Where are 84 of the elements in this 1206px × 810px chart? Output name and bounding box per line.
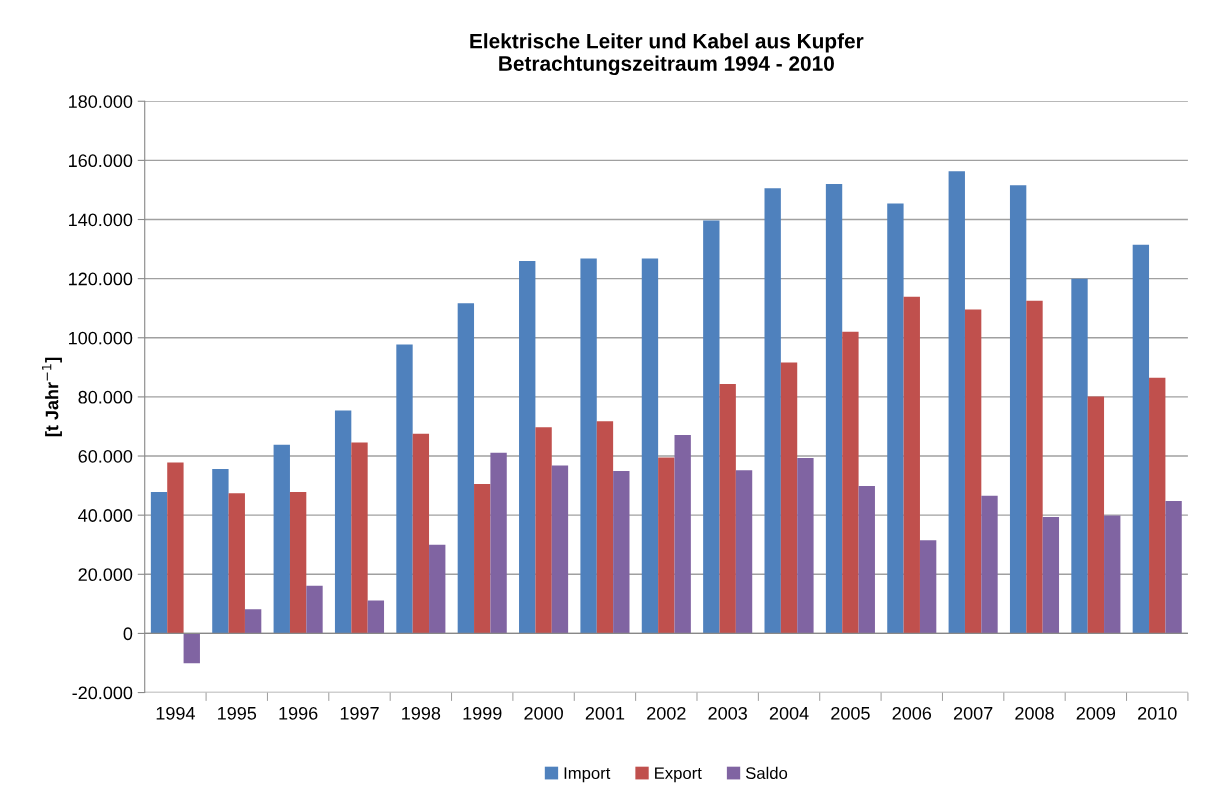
bar <box>780 362 798 634</box>
bar <box>1042 516 1060 634</box>
x-tick-label: 2000 <box>524 706 563 720</box>
bar <box>535 427 552 634</box>
bar <box>351 442 368 634</box>
bar <box>613 471 630 634</box>
bar <box>658 457 675 634</box>
bar <box>244 609 262 634</box>
bar <box>580 258 597 634</box>
bar <box>367 600 385 634</box>
bar <box>1104 515 1121 634</box>
bar <box>919 540 937 634</box>
y-tick-label: 120.000 <box>69 272 133 286</box>
bar <box>948 171 965 634</box>
x-tick-label: 1996 <box>279 706 318 720</box>
bar <box>457 303 475 634</box>
bar <box>735 470 753 634</box>
bar <box>797 458 814 634</box>
bar <box>981 495 998 634</box>
legend-label: Export <box>655 767 702 783</box>
y-tick-label: 180.000 <box>69 95 133 108</box>
bar <box>1165 500 1182 634</box>
y-tick-label: 40.000 <box>78 509 133 522</box>
bar <box>334 410 352 634</box>
bar <box>903 296 920 634</box>
bar <box>412 433 430 634</box>
bar <box>306 585 323 634</box>
legend-label: Saldo <box>745 766 788 780</box>
x-tick-label: 2008 <box>1015 706 1054 720</box>
chart-title: Elektrische Leiter und Kabel aus Kupfer Betrachtungszeitraum 1994 - 2010 <box>470 33 864 76</box>
x-tick-label: 2001 <box>585 706 625 720</box>
bar <box>1087 396 1105 634</box>
bar <box>764 188 781 634</box>
legend-label: Import <box>564 767 611 783</box>
bar <box>825 184 843 634</box>
x-tick-label: 1995 <box>218 706 257 720</box>
bar <box>1026 300 1043 634</box>
bar <box>596 421 614 634</box>
x-tick-label: 2002 <box>647 706 686 720</box>
x-tick-label: 2009 <box>1076 706 1116 720</box>
y-tick-label: 100.000 <box>69 331 133 345</box>
y-tick-label: 0 <box>123 627 133 641</box>
y-tick-label: 80.000 <box>78 390 133 404</box>
x-tick-label: 2004 <box>769 706 809 720</box>
x-tick-label: 2005 <box>831 706 870 720</box>
bar <box>842 331 859 634</box>
bar <box>641 258 659 634</box>
bar <box>167 462 184 634</box>
bar <box>674 435 691 634</box>
bar <box>964 309 982 634</box>
bar <box>490 452 507 634</box>
bar <box>1149 377 1166 634</box>
x-tick-label: 1997 <box>340 706 379 720</box>
x-tick-label: 2003 <box>708 706 747 720</box>
x-tick-label: 1998 <box>402 706 441 720</box>
y-tick-label: 20.000 <box>78 568 133 582</box>
bar <box>474 484 491 634</box>
bar <box>273 444 290 634</box>
bar <box>703 220 720 634</box>
bar <box>228 493 245 634</box>
bar <box>519 260 536 634</box>
x-tick-label: 1994 <box>156 706 195 720</box>
x-tick-label: 2006 <box>892 706 932 720</box>
x-tick-label: 2010 <box>1138 706 1177 720</box>
bar <box>1071 278 1088 634</box>
y-tick-label: 140.000 <box>69 213 133 227</box>
bar <box>551 465 569 634</box>
bar <box>150 492 168 634</box>
y-tick-label: -20.000 <box>72 686 133 700</box>
bar <box>429 544 446 634</box>
bar <box>1132 244 1150 634</box>
bar <box>719 383 736 634</box>
x-tick-label: 2007 <box>953 706 993 720</box>
y-tick-label: 160.000 <box>69 154 133 168</box>
bar <box>212 469 229 634</box>
bar <box>887 203 904 634</box>
y-tick-label: 60.000 <box>78 449 133 463</box>
x-tick-label: 1999 <box>463 706 502 720</box>
bar <box>858 485 875 634</box>
bar <box>396 344 413 634</box>
bar <box>1009 185 1027 634</box>
y-axis-title: [t Jahr$^{−1}$] <box>42 357 62 437</box>
bar <box>289 492 307 634</box>
bar <box>183 633 200 664</box>
